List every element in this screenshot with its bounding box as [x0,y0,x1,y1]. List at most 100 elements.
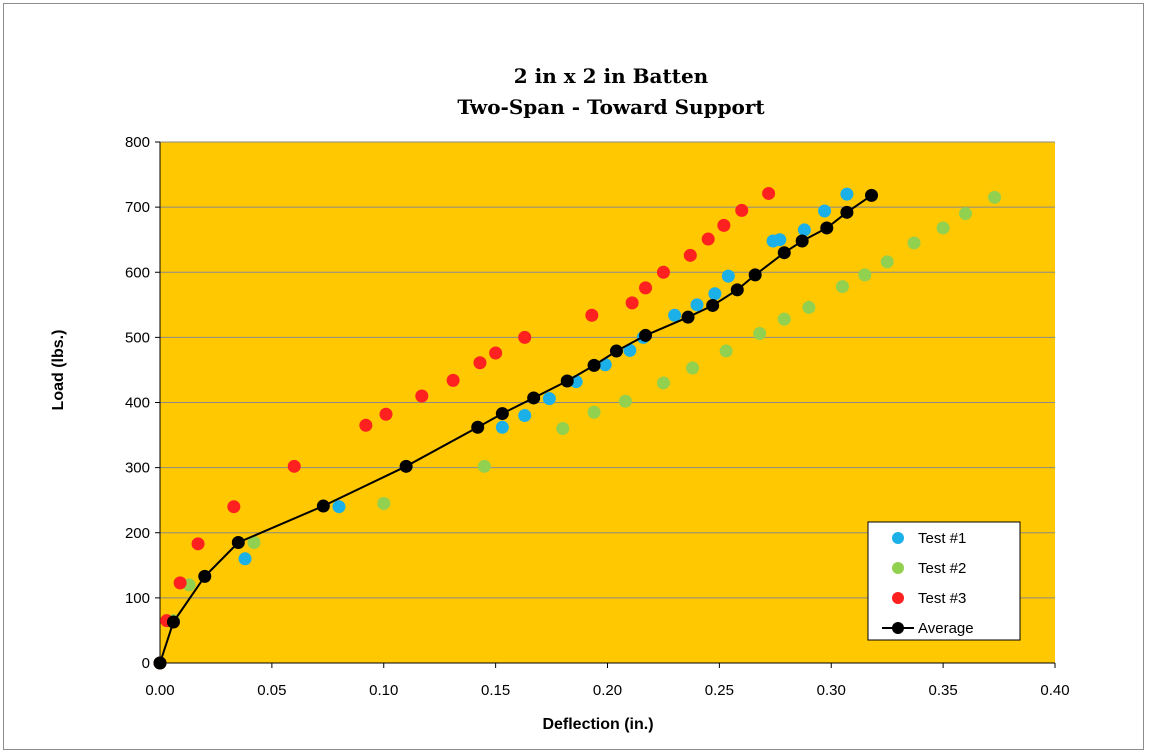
data-point [820,221,834,235]
data-point [153,656,167,670]
data-point [717,218,731,232]
data-point [907,236,921,250]
x-tick-label: 0.30 [817,682,846,699]
data-point [173,576,187,590]
data-point [777,312,791,326]
data-point [191,537,205,551]
legend-label: Test #2 [918,560,966,577]
data-point [762,186,776,200]
data-point [231,536,245,550]
data-point [379,407,393,421]
data-point [473,356,487,370]
data-point [560,374,574,388]
data-point [489,346,503,360]
chart-title-line-1: 2 in x 2 in Batten [514,64,709,88]
y-tick-label: 700 [125,199,150,216]
data-point [835,280,849,294]
data-point [198,569,212,583]
data-point [683,248,697,262]
y-tick-label: 100 [125,590,150,607]
x-axis-label: Deflection (in.) [542,716,653,733]
legend-item: Test #2 [892,560,966,577]
data-point [865,188,879,202]
data-point [287,459,301,473]
x-tick-label: 0.35 [929,682,958,699]
chart-title-line-2: Two-Span - Toward Support [457,95,765,119]
data-point [735,203,749,217]
y-tick-label: 0 [142,655,150,672]
data-point [840,187,854,201]
data-series [153,186,1002,670]
series-average [153,188,879,670]
data-point [818,204,832,218]
legend-label: Average [918,620,974,637]
legend-label: Test #3 [918,590,966,607]
legend-marker [892,532,904,544]
x-tick-label: 0.05 [257,682,286,699]
y-tick-label: 300 [125,460,150,477]
data-point [639,328,653,342]
data-point [399,459,413,473]
data-point [639,281,653,295]
data-point [609,344,623,358]
data-point [802,300,816,314]
data-point [719,344,733,358]
data-point [701,232,715,246]
data-point [656,265,670,279]
data-point [556,422,570,436]
data-point [681,310,695,324]
data-point [625,296,639,310]
data-point [795,234,809,248]
data-point [471,420,485,434]
data-point [656,376,670,390]
legend-item: Average [882,620,974,637]
data-point [668,308,682,322]
legend-item: Test #3 [892,590,966,607]
data-point [527,391,541,405]
x-tick-label: 0.20 [593,682,622,699]
gridlines [160,141,1055,599]
series-test-2 [153,190,1002,670]
y-axis-label: Load (lbs.) [50,330,67,411]
data-point [166,615,180,629]
data-point [316,499,330,513]
data-point [959,207,972,221]
x-tick-label: 0.15 [481,682,510,699]
average-line [159,194,873,664]
data-point [587,358,601,372]
data-point [686,361,700,375]
legend-marker [892,592,904,604]
data-point [777,246,791,260]
data-point [585,308,599,322]
data-point [587,405,601,419]
data-point [332,500,346,514]
x-tick-label: 0.10 [369,682,398,699]
axes: 0 100 200 300 400 500 600 700 800 0.00 0.05 0.10 0.1… [125,134,1070,699]
y-tick-label: 800 [125,134,150,151]
data-point [773,233,787,247]
data-point [518,330,532,344]
y-tick-label: 500 [125,329,150,346]
data-point [730,283,744,297]
data-point [238,552,252,566]
data-point [988,190,1002,204]
data-point [748,268,762,282]
data-point [359,418,373,432]
data-point [797,223,811,237]
y-tick-label: 600 [125,264,150,281]
legend-label: Test #1 [918,530,966,547]
data-point [495,407,509,421]
data-point [858,268,872,282]
data-point [377,496,391,510]
data-point [477,459,491,473]
x-tick-label: 0.00 [145,682,174,699]
data-point [495,420,509,434]
data-point [227,500,241,514]
x-tick-label: 0.40 [1040,682,1069,699]
data-point [936,221,950,235]
data-point [708,287,722,301]
data-point [518,409,532,423]
legend-marker [892,622,904,634]
data-point [721,269,735,283]
legend-marker [892,562,904,574]
